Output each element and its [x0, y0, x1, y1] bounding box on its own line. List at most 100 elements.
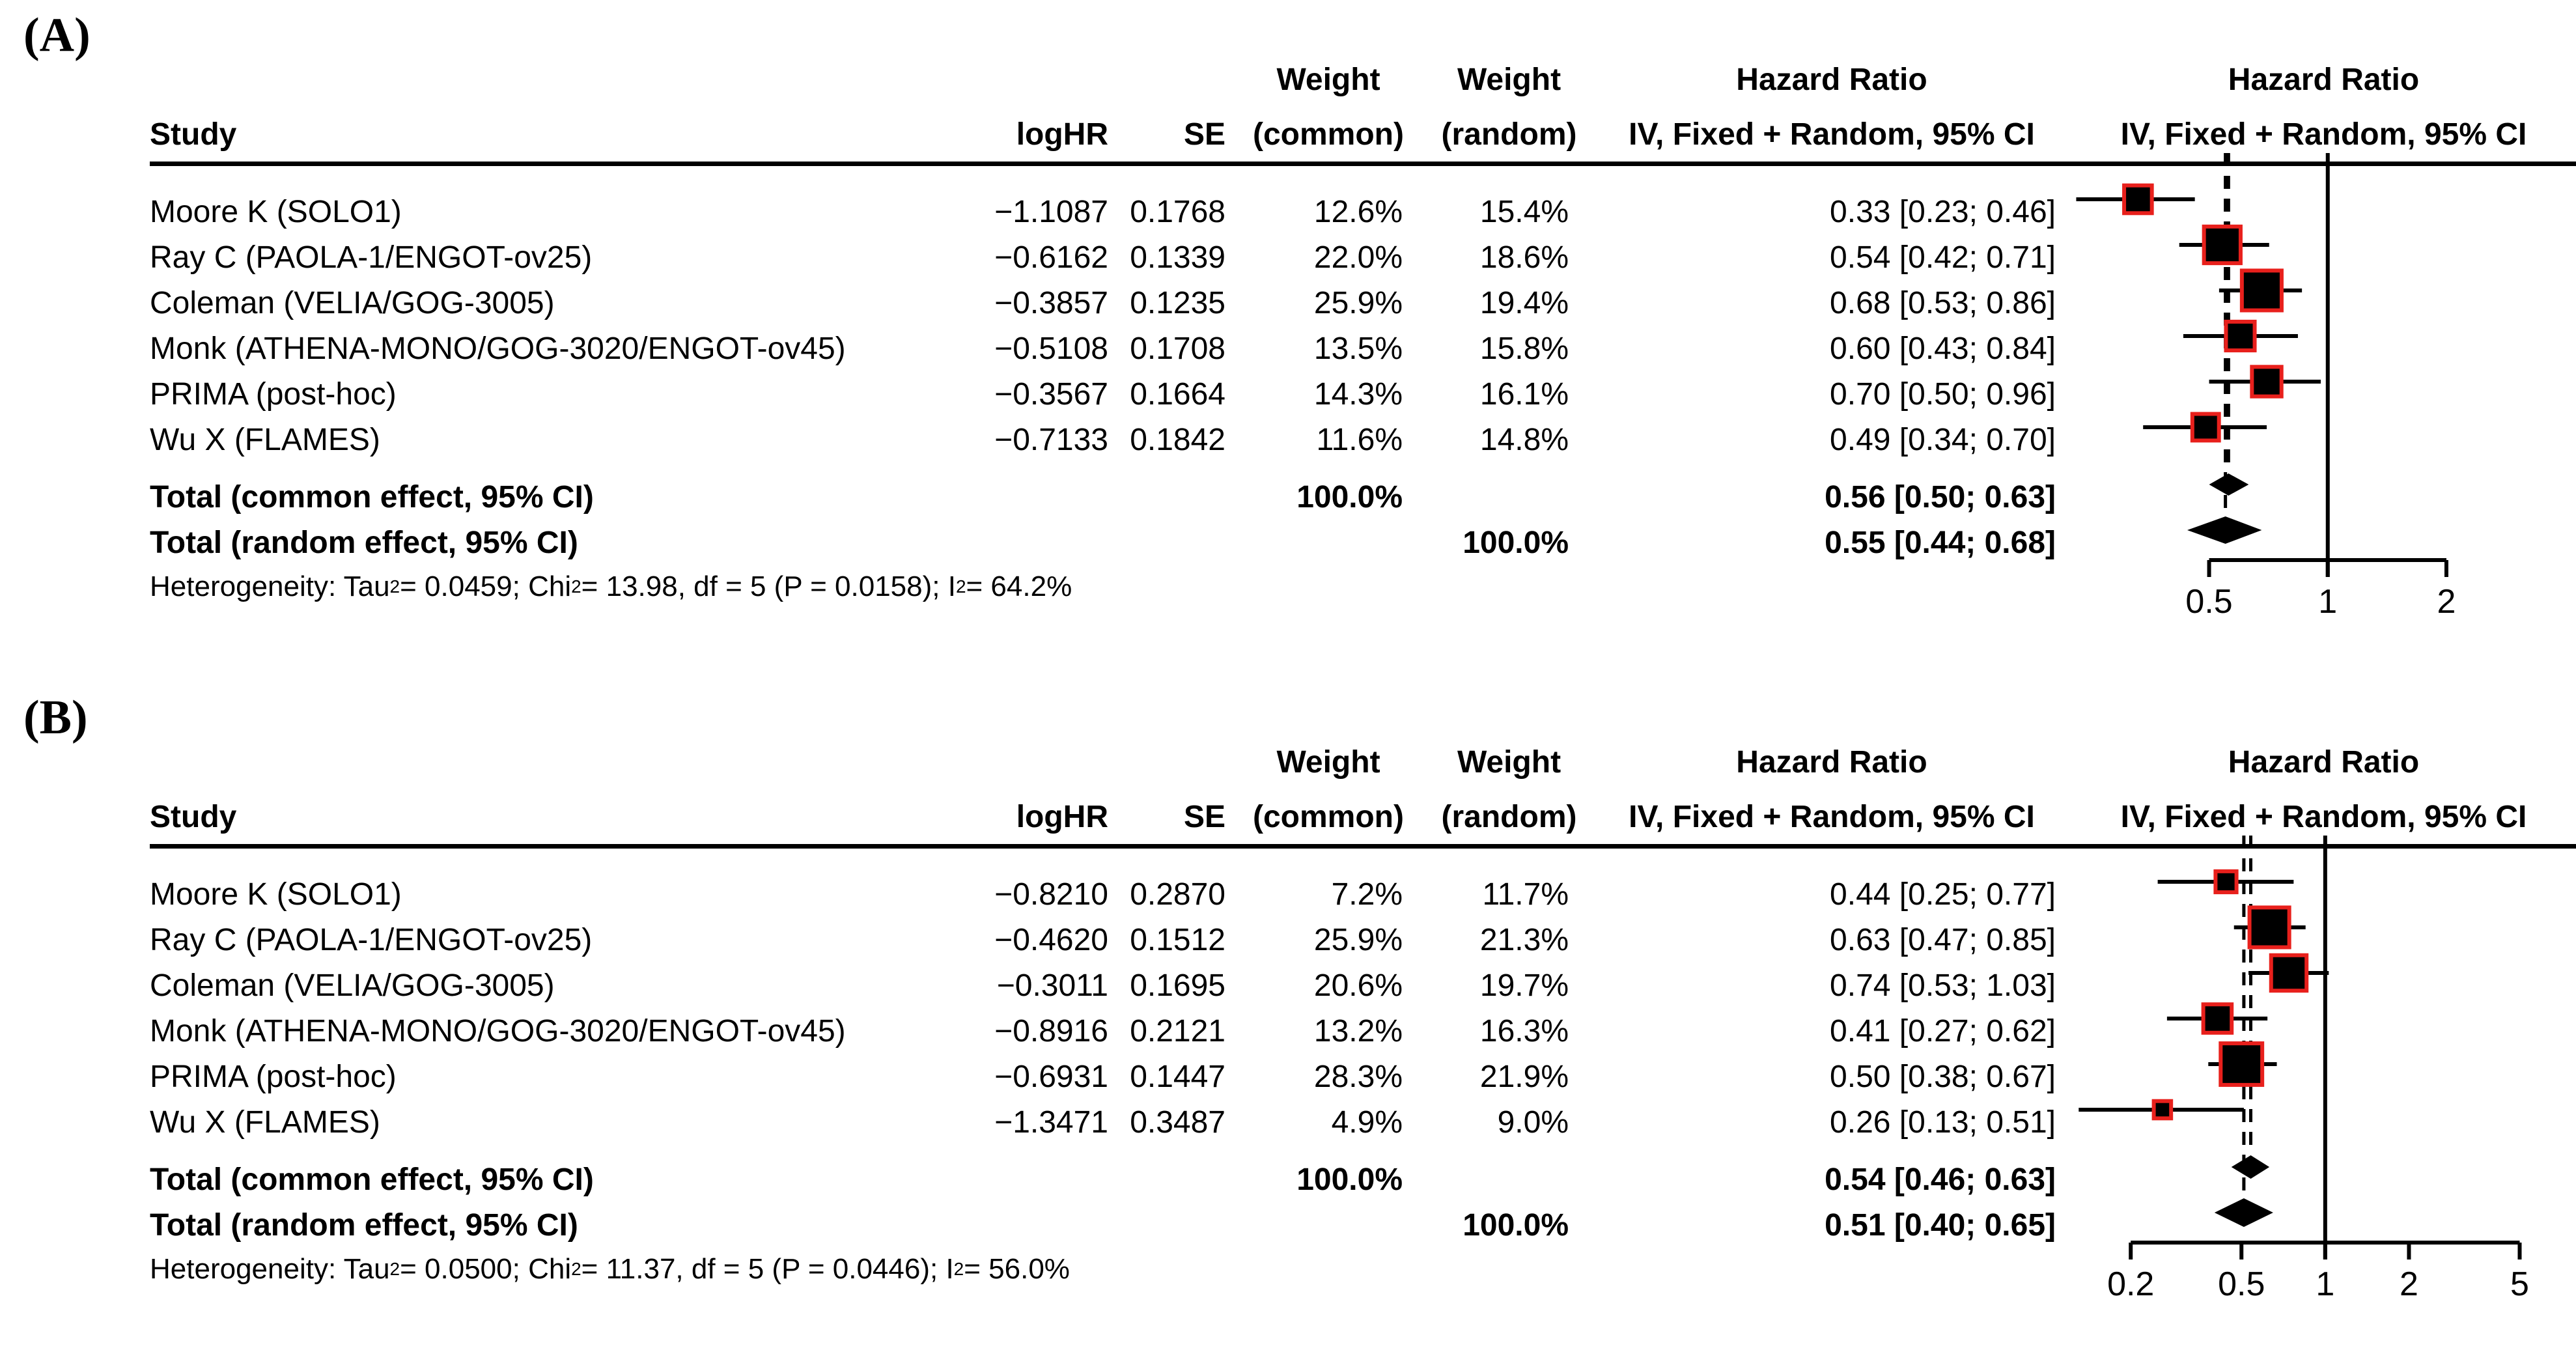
panel-label: (B) [23, 691, 88, 744]
col-header-hr-text-top: Hazard Ratio [1736, 745, 1927, 780]
weight-random-value: 19.7% [1479, 968, 1569, 1004]
study-row: Moore K (SOLO1) −0.8210 0.2870 7.2% 11.7% 0.4… [150, 872, 2576, 918]
loghr-value: −0.6931 [994, 1060, 1108, 1095]
header-row-1: Weight Weight Hazard Ratio Hazard Ratio [150, 0, 2576, 102]
hr-ci-value: 0.60 [0.43; 0.84] [1830, 331, 2056, 367]
study-name: Moore K (SOLO1) [150, 877, 402, 912]
axis-tick-label: 1 [2318, 583, 2337, 621]
axis-tick-label: 0.5 [2218, 1265, 2265, 1303]
col-header-weight-common-bottom: (common) [1253, 800, 1404, 835]
table-body: Moore K (SOLO1) −1.1087 0.1768 12.6% 15.4% 0.… [150, 190, 2576, 608]
loghr-value: −0.5108 [994, 331, 1108, 367]
total-label: Total (common effect, 95% CI) [150, 1162, 594, 1198]
heterogeneity-text: = 56.0% [964, 1253, 1070, 1285]
forest-panel: (B) Weight Weight Hazard Ratio Hazard Ra… [0, 682, 2576, 1365]
effect-square [2122, 183, 2154, 216]
se-value: 0.1768 [1130, 195, 1225, 230]
study-row: Wu X (FLAMES) −0.7133 0.1842 11.6% 14.8% 0.49… [150, 417, 2576, 463]
heterogeneity-text: = 13.98, df = 5 (P = 0.0158); I [581, 570, 956, 602]
study-row: Moore K (SOLO1) −1.1087 0.1768 12.6% 15.4% 0.… [150, 190, 2576, 235]
loghr-value: −1.1087 [994, 195, 1108, 230]
hr-ci-value: 0.55 [0.44; 0.68] [1825, 526, 2056, 561]
col-header-study: Study [150, 800, 237, 835]
effect-square [2224, 319, 2257, 353]
table-body: Moore K (SOLO1) −0.8210 0.2870 7.2% 11.7% 0.4… [150, 872, 2576, 1290]
col-header-hr-plot-top: Hazard Ratio [2228, 745, 2420, 780]
study-row: Monk (ATHENA-MONO/GOG-3020/ENGOT-ov45) −0… [150, 326, 2576, 372]
se-value: 0.1447 [1130, 1060, 1225, 1095]
col-header-weight-common-top: Weight [1276, 745, 1380, 780]
study-row: Ray C (PAOLA-1/ENGOT-ov25) −0.6162 0.1339 2… [150, 235, 2576, 281]
study-row: PRIMA (post-hoc) −0.6931 0.1447 28.3% 21.9% 0… [150, 1054, 2576, 1100]
weight-common-value: 11.6% [1316, 423, 1403, 458]
weight-common-value: 20.6% [1313, 968, 1403, 1004]
col-header-weight-random-top: Weight [1457, 745, 1561, 780]
se-value: 0.1708 [1130, 331, 1225, 367]
weight-common-value: 13.5% [1313, 331, 1403, 367]
weight-random-value: 11.7% [1482, 877, 1569, 912]
hr-ci-value: 0.54 [0.46; 0.63] [1825, 1162, 2056, 1198]
weight-random-value: 16.1% [1479, 377, 1569, 412]
study-name: Coleman (VELIA/GOG-3005) [150, 286, 555, 321]
weight-random-value: 18.6% [1479, 240, 1569, 275]
col-header-loghr: logHR [1016, 800, 1108, 835]
se-value: 0.3487 [1130, 1105, 1225, 1140]
hr-ci-value: 0.50 [0.38; 0.67] [1830, 1060, 2056, 1095]
study-name: Wu X (FLAMES) [150, 423, 380, 458]
header-row-2: Study logHR SE (common) (random) IV, Fix… [150, 102, 2576, 166]
hr-ci-value: 0.56 [0.50; 0.63] [1825, 480, 2056, 515]
weight-common-value: 22.0% [1313, 240, 1403, 275]
study-name: Monk (ATHENA-MONO/GOG-3020/ENGOT-ov45) [150, 331, 846, 367]
loghr-value: −0.7133 [994, 423, 1108, 458]
weight-random-value: 14.8% [1479, 423, 1569, 458]
forest-panel: (A) Weight Weight Hazard Ratio Hazard Ra… [0, 0, 2576, 682]
loghr-value: −0.3567 [994, 377, 1108, 412]
effect-square [2201, 1002, 2234, 1035]
col-header-se: SE [1183, 800, 1225, 835]
heterogeneity-text: Heterogeneity: Tau [150, 570, 390, 602]
forest-table: Weight Weight Hazard Ratio Hazard Ratio … [150, 0, 2576, 608]
total-label: Total (random effect, 95% CI) [150, 1208, 578, 1243]
loghr-value: −0.3857 [994, 286, 1108, 321]
panel-label: (A) [23, 8, 91, 62]
loghr-value: −0.3011 [996, 968, 1108, 1004]
loghr-value: −0.4620 [994, 923, 1108, 958]
se-value: 0.2870 [1130, 877, 1225, 912]
effect-square [2190, 412, 2221, 443]
effect-square [2219, 1041, 2265, 1087]
se-value: 0.1695 [1130, 968, 1225, 1004]
effect-square [2269, 953, 2309, 993]
se-value: 0.2121 [1130, 1014, 1225, 1049]
forest-plot: 0.2 0.5 1 2 5 [2079, 836, 2529, 1303]
col-header-se: SE [1183, 117, 1225, 152]
weight-common-value: 4.9% [1331, 1105, 1403, 1140]
study-row: Coleman (VELIA/GOG-3005) −0.3857 0.1235 25.… [150, 281, 2576, 326]
se-value: 0.1512 [1130, 923, 1225, 958]
study-name: PRIMA (post-hoc) [150, 1060, 397, 1095]
col-header-hr-plot-top: Hazard Ratio [2228, 63, 2420, 98]
weight-random-value: 21.9% [1479, 1060, 1569, 1095]
hr-ci-value: 0.49 [0.34; 0.70] [1830, 423, 2056, 458]
weight-common-value: 25.9% [1313, 923, 1403, 958]
col-header-weight-random-top: Weight [1457, 63, 1561, 98]
heterogeneity-text: = 0.0459; Chi [400, 570, 572, 602]
hr-ci-value: 0.68 [0.53; 0.86] [1830, 286, 2056, 321]
hr-ci-value: 0.74 [0.53; 1.03] [1830, 968, 2056, 1004]
hr-ci-value: 0.51 [0.40; 0.65] [1825, 1208, 2056, 1243]
diamond-random-effect [2214, 1198, 2273, 1227]
weight-common-value: 100.0% [1296, 480, 1403, 515]
weight-common-value: 7.2% [1331, 877, 1403, 912]
axis-tick-label: 5 [2510, 1265, 2529, 1303]
weight-random-value: 100.0% [1463, 1208, 1569, 1243]
axis-tick-label: 1 [2316, 1265, 2334, 1303]
heterogeneity-note: Heterogeneity: Tau 2 = 0.0459; Chi 2 = 13.… [150, 570, 1072, 602]
heterogeneity-text: Heterogeneity: Tau [150, 1253, 390, 1285]
hr-ci-value: 0.70 [0.50; 0.96] [1830, 377, 2056, 412]
diamond-random-effect [2187, 516, 2262, 544]
col-header-weight-random-bottom: (random) [1441, 117, 1577, 152]
loghr-value: −0.8916 [994, 1014, 1108, 1049]
weight-common-value: 100.0% [1296, 1162, 1403, 1198]
heterogeneity-text: = 11.37, df = 5 (P = 0.0446); I [581, 1253, 954, 1285]
weight-random-value: 21.3% [1479, 923, 1569, 958]
